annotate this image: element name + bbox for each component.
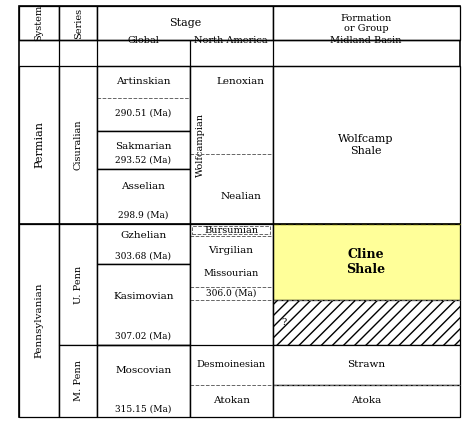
Text: 307.02 (Ma): 307.02 (Ma) bbox=[115, 332, 172, 341]
Text: Pennsylvanian: Pennsylvanian bbox=[35, 283, 44, 358]
Text: Sakmarian: Sakmarian bbox=[115, 142, 172, 151]
Bar bbox=[97, 264, 190, 345]
Bar bbox=[19, 224, 59, 417]
Bar bbox=[97, 6, 273, 40]
Bar bbox=[273, 224, 460, 300]
Text: Bursumian: Bursumian bbox=[204, 226, 258, 235]
Text: Desmoinesian: Desmoinesian bbox=[197, 360, 265, 369]
Bar bbox=[273, 385, 460, 417]
Text: Missourian: Missourian bbox=[203, 269, 259, 278]
Text: Strawn: Strawn bbox=[347, 360, 385, 369]
Bar bbox=[273, 345, 460, 385]
Bar bbox=[190, 66, 273, 224]
Text: Artinskian: Artinskian bbox=[116, 77, 171, 86]
Text: 315.15 (Ma): 315.15 (Ma) bbox=[115, 404, 172, 413]
Text: Atoka: Atoka bbox=[351, 396, 381, 405]
Text: Wolfcampian: Wolfcampian bbox=[196, 113, 204, 177]
Text: M. Penn: M. Penn bbox=[74, 360, 82, 401]
Text: Gzhelian: Gzhelian bbox=[120, 231, 166, 240]
Text: Lenoxian: Lenoxian bbox=[217, 77, 264, 86]
Text: North America: North America bbox=[194, 36, 268, 45]
Bar bbox=[190, 224, 273, 417]
Text: Permian: Permian bbox=[34, 121, 44, 168]
Bar bbox=[273, 66, 460, 224]
Text: ?: ? bbox=[282, 318, 287, 327]
Text: 293.52 (Ma): 293.52 (Ma) bbox=[115, 156, 172, 165]
Text: Nealian: Nealian bbox=[220, 192, 261, 201]
Text: Series: Series bbox=[74, 8, 82, 39]
Bar bbox=[59, 6, 97, 40]
Bar bbox=[97, 224, 190, 264]
Bar bbox=[97, 131, 190, 169]
Bar bbox=[97, 66, 190, 131]
Text: Global: Global bbox=[128, 36, 159, 45]
Text: Kasimovian: Kasimovian bbox=[113, 291, 173, 301]
Text: U. Penn: U. Penn bbox=[74, 265, 82, 304]
Text: 306.0 (Ma): 306.0 (Ma) bbox=[206, 289, 256, 298]
Text: 298.9 (Ma): 298.9 (Ma) bbox=[118, 211, 169, 220]
Bar bbox=[273, 300, 460, 345]
Text: Stage: Stage bbox=[169, 18, 201, 28]
Text: Asselian: Asselian bbox=[121, 181, 165, 191]
Bar bbox=[59, 224, 97, 345]
Text: Virgilian: Virgilian bbox=[209, 246, 254, 255]
Bar bbox=[273, 6, 460, 40]
Bar bbox=[59, 66, 97, 224]
Text: 290.51 (Ma): 290.51 (Ma) bbox=[115, 108, 172, 117]
Text: Moscovian: Moscovian bbox=[115, 365, 172, 375]
Text: System: System bbox=[35, 5, 44, 41]
Bar bbox=[97, 169, 190, 224]
Text: Midland Basin: Midland Basin bbox=[330, 36, 402, 45]
Text: Cline
Shale: Cline Shale bbox=[346, 248, 386, 276]
Text: Wolfcamp
Shale: Wolfcamp Shale bbox=[338, 134, 394, 156]
Bar bbox=[19, 6, 59, 40]
Text: Atokan: Atokan bbox=[212, 396, 250, 405]
Bar bbox=[19, 66, 59, 224]
Bar bbox=[59, 345, 97, 417]
Text: Cisuralian: Cisuralian bbox=[74, 120, 82, 170]
Text: Formation
or Group: Formation or Group bbox=[340, 14, 392, 33]
Bar bbox=[97, 345, 190, 417]
Bar bbox=[192, 226, 270, 234]
Text: 303.68 (Ma): 303.68 (Ma) bbox=[115, 251, 172, 260]
